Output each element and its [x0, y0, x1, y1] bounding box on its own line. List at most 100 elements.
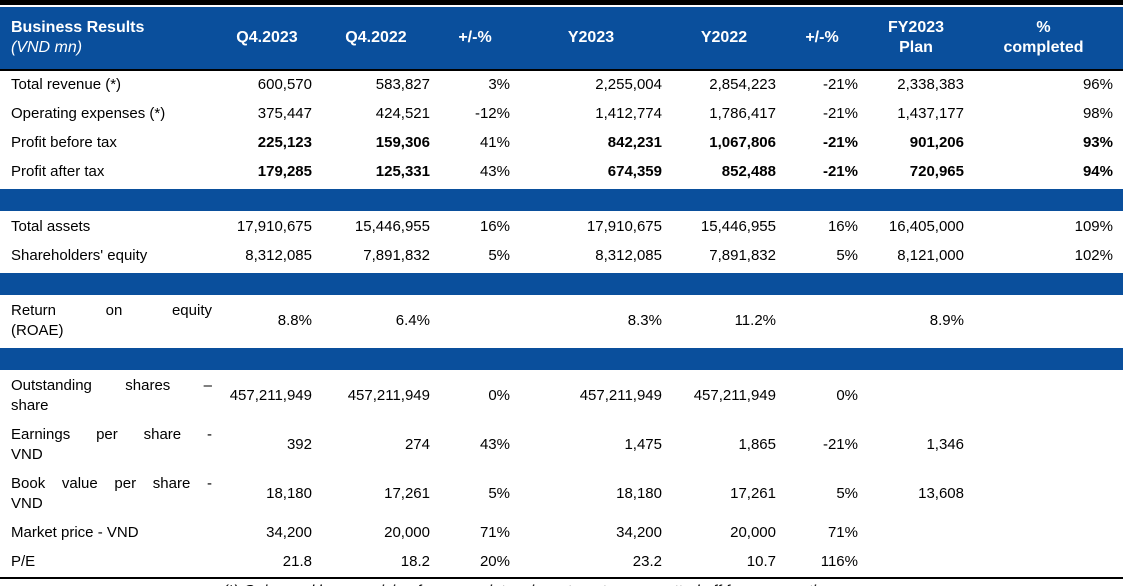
separator-band [0, 187, 1123, 213]
value-cell: 41% [479, 134, 510, 151]
row-label: Profit after tax [0, 158, 222, 188]
value-cell [974, 421, 1123, 470]
value-cell: 274 [404, 436, 430, 453]
value-cell: 674,359 [607, 163, 662, 180]
value-cell: 7,891,832 [363, 247, 430, 264]
value-cell: 8,312,085 [245, 247, 312, 264]
table-title-cell: Business Results (VND mn) [0, 7, 222, 71]
value-cell: 15,446,955 [700, 218, 776, 235]
value-cell: 2,255,004 [595, 76, 662, 93]
column-header-line: +/-% [458, 29, 492, 46]
column-header: % completed [974, 7, 1123, 71]
row-label: Market price - VND [0, 519, 222, 548]
value-cell: 3% [488, 76, 510, 93]
bottom-rule [0, 577, 1123, 579]
separator-band-cell [0, 346, 1123, 372]
table-row: Market price - VND 34,200 20,000 71% 34,200 2… [0, 519, 1123, 548]
value-cell: 18,180 [266, 485, 312, 502]
value-cell: 7,891,832 [709, 247, 776, 264]
column-header: Y2022 [672, 7, 786, 71]
column-header-line: % [1036, 19, 1051, 36]
column-header: Q4.2023 [222, 7, 322, 71]
value-cell: 71% [827, 524, 858, 541]
column-header-line: Y2023 [567, 29, 615, 46]
column-header-line: +/-% [805, 29, 839, 46]
table-row: Book value per share - VND 18,180 17,261 5% 1… [0, 470, 1123, 519]
table-title: Business Results [11, 19, 145, 36]
row-label: Earnings per share - VND [0, 421, 222, 470]
value-cell: 93% [1082, 134, 1113, 151]
value-cell: 5% [836, 247, 858, 264]
value-cell: 457,211,949 [579, 387, 662, 404]
value-cell: 21.8 [282, 553, 312, 570]
separator-band [0, 346, 1123, 372]
value-cell: 424,521 [375, 105, 430, 122]
value-cell [868, 371, 974, 421]
footnote-text: (*) Gains and losses arising from propri… [0, 579, 1123, 586]
value-cell [786, 296, 868, 347]
value-cell: 0% [488, 387, 510, 404]
value-cell: 179,285 [257, 163, 312, 180]
row-label-line: Book value per share - [11, 475, 212, 492]
column-header: +/-% [786, 7, 868, 71]
business-results-table: Business Results (VND mn) Q4.2023 Q4.2022… [0, 7, 1123, 577]
column-header: +/-% [440, 7, 520, 71]
value-cell: -21% [822, 134, 858, 151]
table-row: Earnings per share - VND 392 274 43% 1,475 1,8… [0, 421, 1123, 470]
value-cell: 5% [836, 485, 858, 502]
value-cell: 1,786,417 [709, 105, 776, 122]
top-gap [0, 5, 1123, 7]
row-label-line: Profit before tax [11, 134, 117, 151]
value-cell: 102% [1074, 247, 1113, 264]
value-cell: 0% [836, 387, 858, 404]
value-cell: 225,123 [257, 134, 312, 151]
table-row: Shareholders' equity 8,312,085 7,891,832 5%… [0, 242, 1123, 272]
row-label: Total revenue (*) [0, 70, 222, 100]
row-label: P/E [0, 548, 222, 577]
column-header-line: Q4.2023 [236, 29, 298, 46]
value-cell [974, 519, 1123, 548]
top-rule [0, 0, 1123, 5]
value-cell: 600,570 [257, 76, 312, 93]
value-cell: 11.2% [734, 312, 776, 329]
value-cell: 2,338,383 [897, 76, 964, 93]
value-cell: 34,200 [616, 524, 662, 541]
value-cell: 20,000 [384, 524, 430, 541]
value-cell: 125,331 [375, 163, 430, 180]
table-row: Total revenue (*) 600,570 583,827 3% 2,255,0… [0, 70, 1123, 100]
value-cell: 901,206 [909, 134, 964, 151]
table-row: Outstanding shares – share 457,211,949 457,… [0, 371, 1123, 421]
value-cell: 159,306 [375, 134, 430, 151]
column-header-line: Plan [899, 39, 933, 56]
value-cell: 71% [479, 524, 510, 541]
value-cell: 8,121,000 [897, 247, 964, 264]
row-label-line: Market price - VND [11, 524, 139, 541]
column-header-line: FY2023 [887, 19, 945, 36]
row-label-line: (ROAE) [11, 322, 64, 339]
value-cell: 457,211,949 [347, 387, 430, 404]
separator-band-cell [0, 271, 1123, 297]
value-cell: 16% [479, 218, 510, 235]
value-cell: 8.3% [627, 312, 662, 329]
value-cell: 375,447 [257, 105, 312, 122]
separator-band [0, 271, 1123, 297]
row-label-line: share [11, 397, 49, 414]
value-cell: 1,067,806 [709, 134, 776, 151]
value-cell: 5% [488, 247, 510, 264]
value-cell: 23.2 [632, 553, 662, 570]
value-cell: 1,865 [738, 436, 776, 453]
value-cell: 17,910,675 [586, 218, 662, 235]
value-cell: 16,405,000 [888, 218, 964, 235]
row-label-line: Total assets [11, 218, 91, 235]
column-header: FY2023 Plan [868, 7, 974, 71]
header-row: Business Results (VND mn) Q4.2023 Q4.2022… [0, 7, 1123, 71]
column-header: Y2023 [520, 7, 672, 71]
value-cell: 457,211,949 [229, 387, 312, 404]
row-label-line: Outstanding shares – [11, 377, 212, 394]
separator-band-cell [0, 187, 1123, 213]
value-cell: 6.4% [395, 312, 430, 329]
value-cell: 18.2 [400, 553, 430, 570]
value-cell: 8,312,085 [595, 247, 662, 264]
row-label-line: Profit after tax [11, 163, 105, 180]
